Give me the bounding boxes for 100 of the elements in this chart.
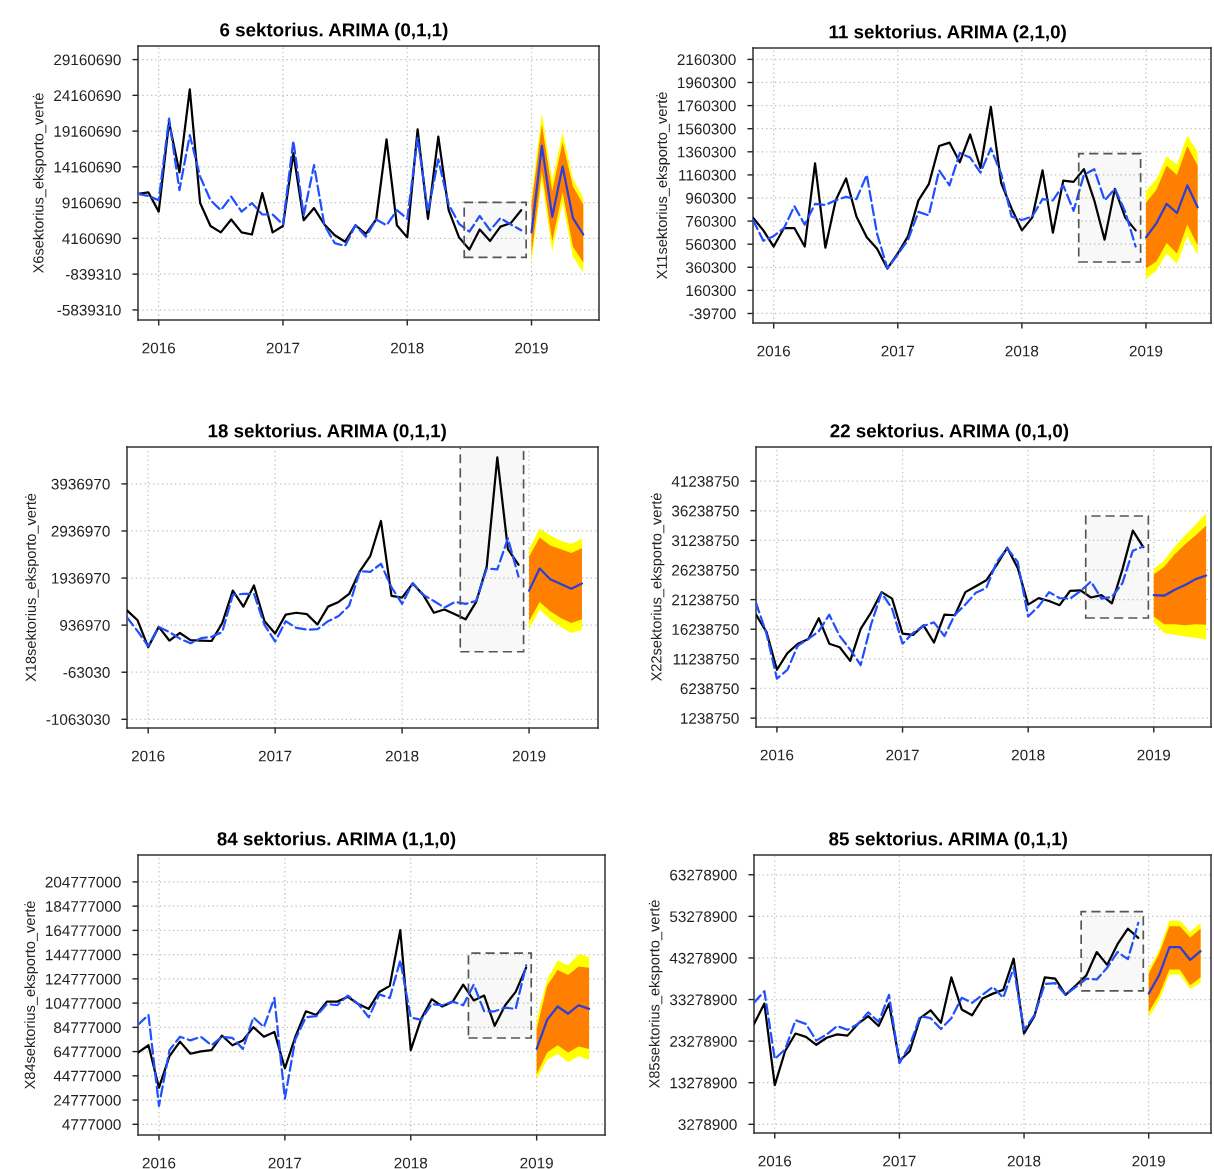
x-tick-label: 2016 <box>131 750 165 762</box>
x-tick-label: 2017 <box>268 1157 302 1169</box>
y-tick-label: 164777000 <box>46 925 121 937</box>
y-tick-label: 64777000 <box>54 1046 121 1058</box>
y-tick-label: -839310 <box>65 269 121 280</box>
y-tick-label: 33278900 <box>669 994 737 1006</box>
y-axis-title: X18sektorius_eksporto_vertė <box>25 493 39 682</box>
y-tick-label: 84777000 <box>54 1022 121 1034</box>
y-tick-label: 36238750 <box>671 505 739 517</box>
line-series <box>753 147 1137 270</box>
line-series <box>138 929 528 1089</box>
y-tick-label: 360300 <box>685 262 736 273</box>
y-tick-label: 44777000 <box>53 1070 121 1082</box>
line-series <box>1144 184 1199 239</box>
y-tick-label: 144777000 <box>46 949 121 961</box>
x-tick-label: 2018 <box>1011 749 1045 761</box>
y-tick-label: 1238750 <box>681 712 739 724</box>
y-tick-label: 24777000 <box>54 1094 121 1106</box>
y-tick-label: 26238750 <box>672 564 739 576</box>
y-tick-label: 960300 <box>686 192 736 204</box>
y-tick-label: 1160300 <box>679 169 736 181</box>
y-tick-label: 1760300 <box>678 100 736 112</box>
y-axis-title: X11sektorius_eksporto_vertė <box>656 92 670 280</box>
y-tick-label: 560300 <box>685 239 736 250</box>
y-tick-label: -1063030 <box>46 714 110 725</box>
line-series <box>527 567 584 592</box>
chart-title: 18 sektorius. ARIMA (0,1,1) <box>208 423 446 442</box>
y-tick-label: 4777000 <box>62 1119 121 1130</box>
y-tick-label: 4160690 <box>62 233 121 245</box>
line-series <box>753 105 1137 270</box>
x-tick-label: 2016 <box>757 345 791 357</box>
x-tick-label: 2016 <box>142 342 176 354</box>
y-tick-label: 24160690 <box>54 90 121 102</box>
x-tick-label: 2017 <box>881 345 914 357</box>
y-tick-label: 23278900 <box>670 1036 737 1047</box>
chart-title: 84 sektorius. ARIMA (1,1,0) <box>217 831 456 850</box>
x-tick-label: 2019 <box>1129 345 1163 357</box>
x-tick-label: 2017 <box>886 749 919 761</box>
y-axis-title: X6sektorius_eksporto_vertė <box>32 93 47 274</box>
y-tick-label: 16238750 <box>672 624 739 635</box>
x-tick-label: 2016 <box>760 749 794 761</box>
line-series <box>127 537 520 648</box>
y-tick-label: 3936970 <box>51 478 110 490</box>
x-tick-label: 2018 <box>385 750 419 762</box>
x-tick-label: 2019 <box>1132 1155 1165 1167</box>
x-tick-label: 2019 <box>520 1157 553 1169</box>
y-axis-title: X22sektorius_eksporto_vertė <box>650 493 665 682</box>
chart-title: 85 sektorius. ARIMA (0,1,1) <box>829 831 1067 850</box>
y-tick-label: 13278900 <box>670 1077 737 1089</box>
line-series <box>127 456 520 649</box>
y-axis-title: X84sektorius_eksporto_vertė <box>24 901 38 1090</box>
y-tick-label: 29160690 <box>54 54 121 66</box>
y-tick-label: 3278900 <box>678 1119 737 1130</box>
y-tick-label: 1936970 <box>52 572 110 584</box>
chart-title: 11 sektorius. ARIMA (2,1,0) <box>829 24 1066 43</box>
y-tick-label: 184777000 <box>46 901 121 912</box>
line-series <box>138 88 523 251</box>
x-tick-label: 2016 <box>758 1155 792 1167</box>
x-tick-label: 2018 <box>1005 345 1039 357</box>
y-tick-label: -39700 <box>689 308 736 320</box>
line-series <box>1152 574 1208 597</box>
line-series <box>138 117 523 248</box>
y-tick-label: 936970 <box>60 620 110 631</box>
y-tick-label: 11238750 <box>673 653 739 665</box>
y-tick-label: -63030 <box>63 667 110 678</box>
line-series <box>1147 945 1202 995</box>
x-tick-label: 2017 <box>266 342 300 354</box>
line-series <box>138 959 528 1107</box>
y-tick-label: 6238750 <box>680 683 739 695</box>
chart-title: 6 sektorius. ARIMA (0,1,1) <box>220 22 448 41</box>
line-series <box>756 529 1145 671</box>
y-tick-label: 124777000 <box>46 973 121 985</box>
x-tick-label: 2017 <box>883 1155 916 1167</box>
chart-title: 22 sektorius. ARIMA (0,1,0) <box>830 423 1069 442</box>
y-tick-label: 160300 <box>686 285 736 297</box>
x-tick-label: 2018 <box>391 342 424 354</box>
y-tick-label: 14160690 <box>54 161 121 173</box>
y-tick-label: 31238750 <box>671 535 739 547</box>
y-tick-label: 19160690 <box>54 125 121 137</box>
line-series <box>754 921 1140 1065</box>
line-series <box>530 144 585 236</box>
y-axis-title: X85sektorius_eksporto_vertė <box>648 900 663 1089</box>
x-tick-label: 2019 <box>515 342 548 354</box>
y-tick-label: 1360300 <box>678 146 736 158</box>
y-tick-label: 9160690 <box>62 197 121 209</box>
x-tick-label: 2018 <box>394 1157 428 1169</box>
x-tick-label: 2017 <box>258 750 292 762</box>
y-tick-label: -5839310 <box>57 304 121 316</box>
y-tick-label: 1560300 <box>678 123 736 135</box>
line-series <box>756 545 1145 680</box>
x-tick-label: 2016 <box>142 1157 176 1169</box>
x-tick-label: 2019 <box>1137 749 1171 761</box>
y-tick-label: 43278900 <box>669 952 737 964</box>
x-tick-label: 2019 <box>512 750 546 762</box>
y-tick-label: 2160300 <box>677 54 736 66</box>
y-tick-label: 41238750 <box>671 476 739 487</box>
y-tick-label: 204777000 <box>45 876 121 888</box>
y-tick-label: 21238750 <box>672 594 739 606</box>
y-tick-label: 2936970 <box>51 525 110 537</box>
y-tick-label: 53278900 <box>669 911 737 923</box>
